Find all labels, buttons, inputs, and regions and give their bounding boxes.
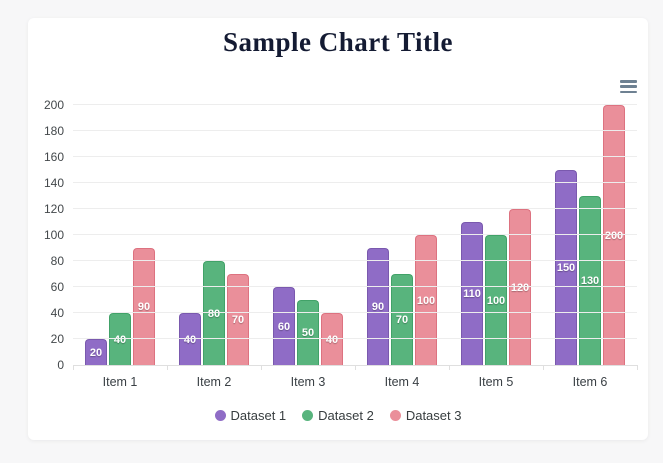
bar-group-6: 150 130 200 (543, 105, 637, 365)
x-axis-labels: Item 1 Item 2 Item 3 Item 4 Item 5 Item 6 (73, 375, 637, 389)
bar-dataset-2-item-1[interactable]: 40 (109, 313, 131, 365)
x-axis-label: Item 2 (196, 375, 232, 389)
bar-dataset-1-item-5[interactable]: 110 (461, 222, 483, 365)
grid-line (73, 156, 637, 157)
x-axis-tick (261, 365, 262, 370)
legend-marker-icon (214, 410, 226, 421)
y-axis-label: 60 (50, 280, 64, 294)
y-axis-label: 0 (57, 358, 64, 372)
grid-line (73, 130, 637, 131)
bar-dataset-1-item-6[interactable]: 150 (555, 170, 577, 365)
bar-dataset-2-item-3[interactable]: 50 (297, 300, 319, 365)
y-axis-label: 120 (43, 202, 64, 216)
bar-value-label: 200 (604, 229, 624, 242)
bar-dataset-2-item-4[interactable]: 70 (391, 274, 413, 365)
chart-legend: Dataset 1 Dataset 2 Dataset 3 (28, 408, 648, 423)
grid-line (73, 234, 637, 235)
bar-value-label: 40 (183, 333, 197, 346)
bar-group-5: 110 100 120 (449, 105, 543, 365)
legend-label: Dataset 1 (230, 408, 287, 423)
x-axis-label: Item 3 (290, 375, 326, 389)
chart-card: Sample Chart Title 20 40 90 40 80 70 60 50 40 90 7… (28, 18, 648, 440)
y-axis-label: 100 (43, 228, 64, 242)
bar-dataset-1-item-2[interactable]: 40 (179, 313, 201, 365)
bar-value-label: 80 (207, 307, 221, 320)
x-axis-tick (543, 365, 544, 370)
grid-line (73, 312, 637, 313)
legend-marker-icon (302, 410, 314, 421)
bar-dataset-3-item-5[interactable]: 120 (509, 209, 531, 365)
bar-value-label: 100 (416, 294, 436, 307)
x-axis-tick (355, 365, 356, 370)
bar-group-3: 60 50 40 (261, 105, 355, 365)
bar-value-label: 100 (486, 294, 506, 307)
bar-group-2: 40 80 70 (167, 105, 261, 365)
grid-line (73, 338, 637, 339)
grid-line (73, 104, 637, 105)
bar-value-label: 50 (301, 327, 315, 339)
x-axis-label: Item 4 (384, 375, 420, 389)
grid-line (73, 260, 637, 261)
bar-value-label: 90 (137, 301, 151, 313)
x-axis-label: Item 6 (572, 375, 608, 389)
bar-value-label: 90 (371, 301, 385, 313)
bar-dataset-3-item-6[interactable]: 200 (603, 105, 625, 365)
bar-value-label: 60 (277, 320, 291, 333)
chart-title: Sample Chart Title (222, 27, 453, 57)
x-axis-tick (449, 365, 450, 370)
bar-dataset-1-item-1[interactable]: 20 (85, 339, 107, 365)
bar-value-label: 120 (510, 281, 530, 294)
bar-value-label: 150 (556, 262, 576, 274)
legend-item-dataset-3[interactable]: Dataset 3 (389, 408, 462, 423)
bar-value-label: 70 (231, 314, 245, 326)
bar-value-label: 40 (325, 333, 339, 346)
menu-bar (620, 80, 637, 83)
legend-item-dataset-2[interactable]: Dataset 2 (302, 408, 374, 423)
legend-marker-icon (389, 410, 401, 421)
legend-label: Dataset 3 (405, 408, 462, 423)
y-axis-label: 40 (50, 306, 64, 320)
y-axis-label: 80 (50, 254, 64, 268)
bar-value-label: 130 (580, 275, 600, 287)
x-axis-label: Item 1 (102, 375, 138, 389)
bar-groups: 20 40 90 40 80 70 60 50 40 90 70 100 110 100 120 150 130… (73, 105, 637, 365)
bar-value-label: 110 (463, 288, 481, 300)
bar-dataset-3-item-2[interactable]: 70 (227, 274, 249, 365)
bar-group-1: 20 40 90 (73, 105, 167, 365)
menu-bar (620, 90, 637, 93)
bar-dataset-1-item-4[interactable]: 90 (367, 248, 389, 365)
grid-line (73, 182, 637, 183)
x-axis-label: Item 5 (478, 375, 514, 389)
y-axis-label: 140 (43, 176, 64, 190)
x-axis-tick (167, 365, 168, 370)
y-axis-label: 200 (43, 98, 64, 112)
x-axis-tick (637, 365, 638, 370)
bar-value-label: 70 (395, 314, 409, 326)
bar-group-4: 90 70 100 (355, 105, 449, 365)
bar-dataset-1-item-3[interactable]: 60 (273, 287, 295, 365)
y-axis-label: 180 (43, 124, 64, 138)
legend-item-dataset-1[interactable]: Dataset 1 (214, 408, 287, 423)
plot-area: 20 40 90 40 80 70 60 50 40 90 70 100 110 100 120 150 130… (44, 98, 638, 372)
bar-dataset-3-item-4[interactable]: 100 (415, 235, 437, 365)
y-axis-label: 20 (50, 332, 64, 346)
bar-dataset-3-item-1[interactable]: 90 (133, 248, 155, 365)
bar-value-label: 40 (113, 333, 127, 346)
menu-bar (620, 85, 637, 88)
bar-dataset-2-item-5[interactable]: 100 (485, 235, 507, 365)
bar-dataset-3-item-3[interactable]: 40 (321, 313, 343, 365)
legend-label: Dataset 2 (318, 408, 374, 423)
grid-line (73, 208, 637, 209)
bar-dataset-2-item-2[interactable]: 80 (203, 261, 225, 365)
grid-line (73, 286, 637, 287)
y-axis-label: 160 (43, 150, 64, 164)
bar-dataset-2-item-6[interactable]: 130 (579, 196, 601, 365)
bar-value-label: 20 (89, 346, 103, 359)
x-axis-tick (73, 365, 74, 370)
hamburger-menu-icon[interactable] (620, 80, 637, 93)
